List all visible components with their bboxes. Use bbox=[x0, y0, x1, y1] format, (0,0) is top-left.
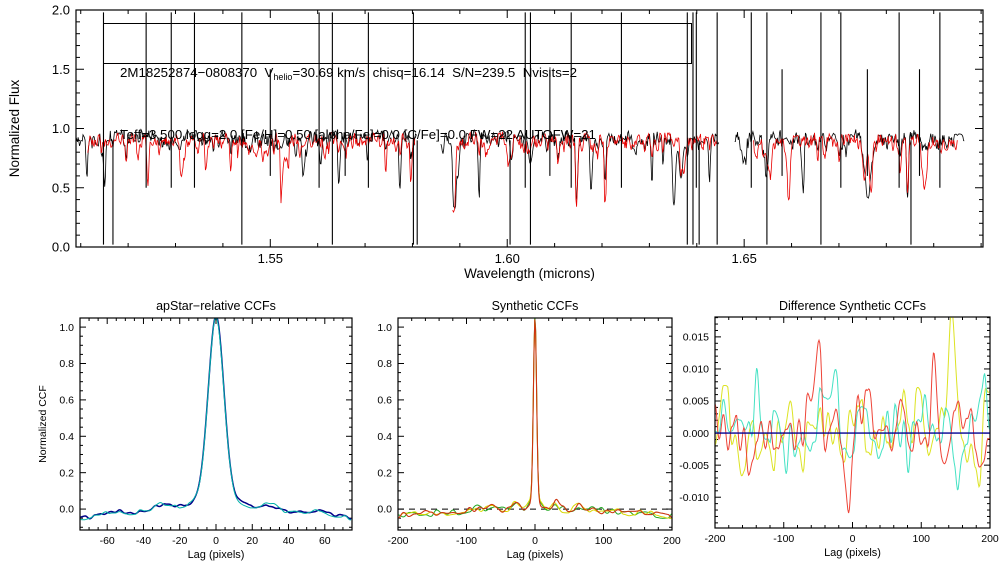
svg-text:1.0: 1.0 bbox=[377, 322, 392, 334]
ticks bbox=[76, 9, 983, 248]
svg-text:100: 100 bbox=[912, 533, 930, 545]
synth-ccf-red bbox=[398, 319, 672, 519]
svg-text:1.55: 1.55 bbox=[258, 251, 283, 266]
ticks bbox=[397, 317, 673, 530]
svg-text:0.6: 0.6 bbox=[59, 395, 74, 407]
svg-text:0.0: 0.0 bbox=[59, 504, 74, 516]
svg-text:1.65: 1.65 bbox=[732, 251, 757, 266]
fit-summary-box: 2M18252874−0808370 Vhelio=30.69 km/s chi… bbox=[103, 23, 692, 142]
curves bbox=[398, 318, 672, 520]
svg-text:-200: -200 bbox=[704, 533, 725, 545]
svg-text:0.000: 0.000 bbox=[683, 428, 709, 440]
curves bbox=[80, 318, 352, 521]
tick-labels: -200 -100 0 100 200 0.015 0.010 0.005 0.000 -0.00… bbox=[679, 332, 999, 545]
synthetic-spectrum bbox=[753, 132, 958, 201]
svg-text:0.015: 0.015 bbox=[683, 332, 709, 344]
sky-line-spikes bbox=[102, 12, 941, 245]
svg-text:1.60: 1.60 bbox=[495, 251, 520, 266]
vhelio-subscript: helio bbox=[273, 72, 293, 82]
svg-text:0: 0 bbox=[213, 535, 219, 547]
curves bbox=[715, 317, 990, 514]
svg-text:0.0: 0.0 bbox=[377, 504, 392, 516]
svg-text:20: 20 bbox=[246, 535, 258, 547]
fit-summary-line2: Teff=3,500 logg=2.0 [Fe/H]=0.50 [alpha/F… bbox=[120, 127, 596, 142]
tick-labels: 1.55 1.60 1.65 0.0 0.5 1.0 1.5 2.0 bbox=[52, 3, 757, 266]
curves bbox=[76, 128, 965, 214]
panel-spectrum: 1.55 1.60 1.65 0.0 0.5 1.0 1.5 2.0 Wavelength (m… bbox=[7, 3, 984, 281]
panel-title: Difference Synthetic CCFs bbox=[779, 299, 926, 313]
panel-ccf_apstar: -60 -40 -20 0 20 40 60 0.0 0.2 0.4 0.6 0.8 1.0 apStar… bbox=[37, 299, 353, 561]
ccf-visit-teal bbox=[80, 318, 352, 521]
ticks bbox=[79, 317, 353, 530]
observed-spectrum bbox=[440, 129, 720, 210]
svg-text:0.4: 0.4 bbox=[377, 431, 392, 443]
svg-text:100: 100 bbox=[595, 535, 613, 547]
svg-text:40: 40 bbox=[283, 535, 295, 547]
svg-text:-60: -60 bbox=[100, 535, 115, 547]
svg-text:2.0: 2.0 bbox=[52, 3, 70, 18]
panel-ccf_synth: -200 -100 0 100 200 0.0 0.2 0.4 0.6 0.8 1.0 Synthet… bbox=[377, 299, 681, 561]
svg-text:0.005: 0.005 bbox=[683, 396, 709, 408]
svg-text:0.5: 0.5 bbox=[52, 180, 70, 195]
svg-text:0.6: 0.6 bbox=[377, 395, 392, 407]
svg-text:-100: -100 bbox=[773, 533, 794, 545]
tick-labels: -200 -100 0 100 200 0.0 0.2 0.4 0.6 0.8 1.0 bbox=[377, 322, 681, 547]
svg-text:0: 0 bbox=[850, 533, 856, 545]
observed-spectrum bbox=[734, 129, 965, 199]
svg-text:0.8: 0.8 bbox=[377, 358, 392, 370]
svg-text:0: 0 bbox=[532, 535, 538, 547]
x-axis-label: Lag (pixels) bbox=[824, 547, 881, 559]
diff-ccf-cyan bbox=[715, 367, 990, 491]
svg-text:0.4: 0.4 bbox=[59, 431, 74, 443]
fit-stats: =30.69 km/s chisq=16.14 S/N=239.5 Nvisit… bbox=[292, 65, 578, 80]
synth-ccf-green bbox=[398, 318, 672, 519]
svg-text:200: 200 bbox=[663, 535, 681, 547]
y-axis-label: Normalized Flux bbox=[7, 79, 22, 177]
svg-text:1.0: 1.0 bbox=[52, 121, 70, 136]
synth-ccf-yellow bbox=[398, 319, 672, 520]
svg-text:-40: -40 bbox=[136, 535, 151, 547]
panel-title: apStar−relative CCFs bbox=[156, 299, 276, 313]
svg-text:1.5: 1.5 bbox=[52, 62, 70, 77]
svg-text:0.0: 0.0 bbox=[52, 240, 70, 255]
svg-text:200: 200 bbox=[981, 533, 999, 545]
synthetic-spectrum bbox=[452, 131, 717, 214]
svg-text:0.010: 0.010 bbox=[683, 364, 709, 376]
svg-text:60: 60 bbox=[319, 535, 331, 547]
tick-labels: -60 -40 -20 0 20 40 60 0.0 0.2 0.4 0.6 0.8 1.0 bbox=[59, 322, 330, 547]
synthetic-spectrum bbox=[87, 131, 416, 204]
x-axis-label: Wavelength (microns) bbox=[464, 266, 595, 281]
svg-text:-20: -20 bbox=[172, 535, 187, 547]
svg-text:0.2: 0.2 bbox=[59, 467, 74, 479]
x-axis-label: Lag (pixels) bbox=[188, 549, 245, 561]
svg-text:-200: -200 bbox=[387, 535, 408, 547]
svg-text:-0.005: -0.005 bbox=[679, 460, 709, 472]
fit-summary-line1: 2M18252874−0808370 Vhelio=30.69 km/s chi… bbox=[120, 63, 691, 87]
axes-box bbox=[79, 317, 353, 531]
svg-text:0.2: 0.2 bbox=[377, 467, 392, 479]
diff-ccf-red bbox=[715, 338, 990, 514]
panel-title: Synthetic CCFs bbox=[492, 299, 579, 313]
diff-ccf-yellow bbox=[715, 317, 990, 489]
x-axis-label: Lag (pixels) bbox=[507, 549, 564, 561]
panel-ccf_diff: -200 -100 0 100 200 0.015 0.010 0.005 0.000 -0.00… bbox=[679, 299, 999, 559]
star-id-and-vhelio: 2M18252874−0808370 V bbox=[120, 65, 274, 80]
svg-text:0.8: 0.8 bbox=[59, 358, 74, 370]
svg-text:-100: -100 bbox=[456, 535, 477, 547]
axes-box bbox=[397, 317, 673, 531]
y-axis-label: Normalized CCF bbox=[37, 385, 49, 463]
ccf-visit-navy bbox=[80, 318, 352, 520]
svg-text:1.0: 1.0 bbox=[59, 322, 74, 334]
svg-text:-0.010: -0.010 bbox=[679, 492, 709, 504]
